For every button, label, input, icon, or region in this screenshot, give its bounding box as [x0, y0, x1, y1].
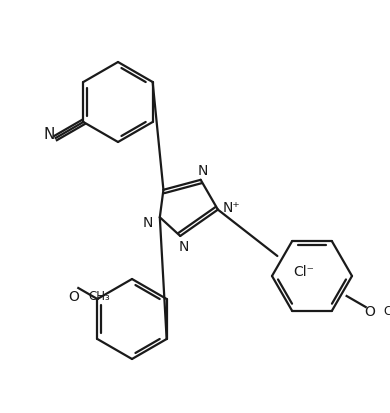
Text: N⁺: N⁺: [223, 200, 241, 214]
Text: CH₃: CH₃: [88, 290, 110, 303]
Text: N: N: [44, 127, 55, 142]
Text: CH₃: CH₃: [384, 305, 390, 318]
Text: O: O: [68, 289, 79, 303]
Text: O: O: [364, 304, 375, 318]
Text: N: N: [143, 216, 153, 230]
Text: Cl⁻: Cl⁻: [294, 264, 314, 278]
Text: N: N: [197, 164, 208, 177]
Text: N: N: [179, 240, 190, 253]
